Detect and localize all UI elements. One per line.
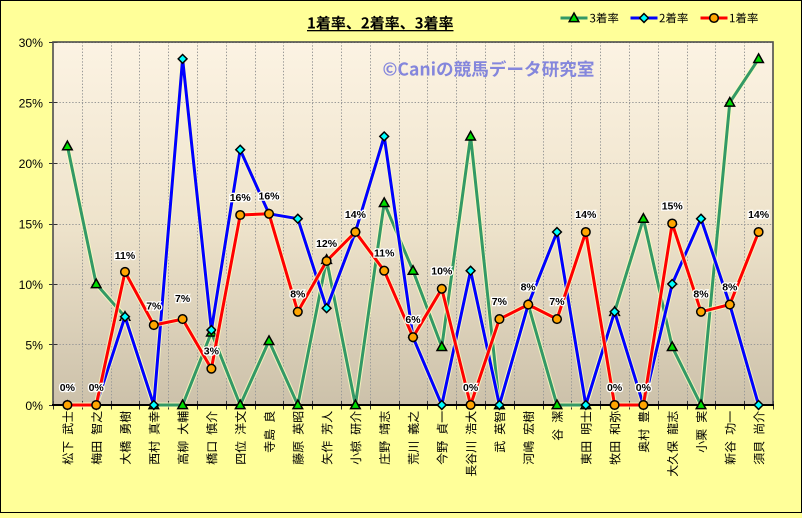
svg-text:0%: 0% xyxy=(89,382,105,394)
svg-text:7%: 7% xyxy=(549,296,565,308)
svg-text:16%: 16% xyxy=(258,191,280,203)
svg-text:3%: 3% xyxy=(204,346,220,358)
svg-text:16%: 16% xyxy=(230,192,252,204)
svg-text:7%: 7% xyxy=(492,296,508,308)
svg-text:8%: 8% xyxy=(521,281,537,293)
svg-text:14%: 14% xyxy=(748,209,770,221)
svg-text:5%: 5% xyxy=(25,339,43,353)
svg-text:7%: 7% xyxy=(175,293,191,305)
svg-text:0%: 0% xyxy=(636,382,652,394)
svg-text:6%: 6% xyxy=(405,314,421,326)
svg-text:15%: 15% xyxy=(19,218,44,232)
svg-text:15%: 15% xyxy=(662,200,684,212)
svg-text:25%: 25% xyxy=(19,97,44,111)
svg-text:12%: 12% xyxy=(316,238,338,250)
svg-text:14%: 14% xyxy=(575,209,597,221)
svg-text:8%: 8% xyxy=(290,289,306,301)
svg-text:20%: 20% xyxy=(19,157,44,171)
svg-text:0%: 0% xyxy=(463,382,479,394)
svg-text:14%: 14% xyxy=(345,209,367,221)
svg-text:11%: 11% xyxy=(374,248,395,260)
svg-text:11%: 11% xyxy=(115,250,136,262)
svg-text:30%: 30% xyxy=(19,36,44,50)
svg-text:10%: 10% xyxy=(431,266,453,278)
svg-text:8%: 8% xyxy=(693,289,709,301)
svg-text:0%: 0% xyxy=(25,399,43,413)
svg-text:0%: 0% xyxy=(60,382,76,394)
svg-text:7%: 7% xyxy=(146,301,162,313)
svg-text:8%: 8% xyxy=(722,281,738,293)
svg-text:0%: 0% xyxy=(607,382,623,394)
svg-text:10%: 10% xyxy=(19,278,44,292)
